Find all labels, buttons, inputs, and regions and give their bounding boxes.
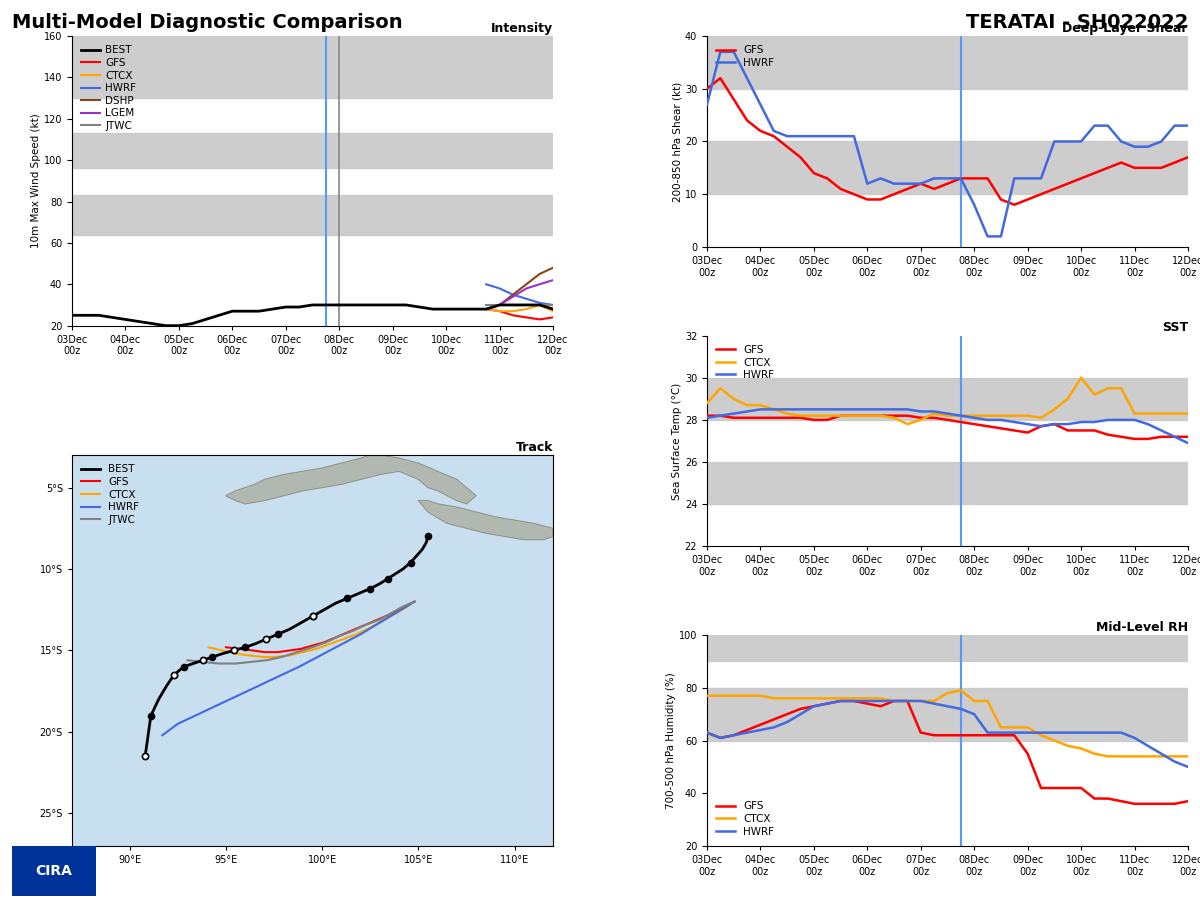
- Point: [193, 653, 212, 668]
- Polygon shape: [226, 455, 476, 504]
- Point: [419, 529, 438, 544]
- Bar: [707, 36, 1188, 89]
- Bar: [707, 462, 1188, 504]
- Point: [203, 650, 222, 664]
- Text: Intensity: Intensity: [491, 22, 553, 35]
- Point: [378, 572, 397, 586]
- Text: Deep-Layer Shear: Deep-Layer Shear: [1062, 22, 1188, 35]
- Bar: [707, 141, 1188, 194]
- Text: Mid-Level RH: Mid-Level RH: [1096, 621, 1188, 634]
- Text: TERATAI - SH022022: TERATAI - SH022022: [966, 14, 1188, 32]
- Point: [224, 644, 244, 658]
- Point: [401, 555, 420, 570]
- Legend: BEST, GFS, CTCX, HWRF, JTWC: BEST, GFS, CTCX, HWRF, JTWC: [77, 460, 144, 529]
- Bar: [707, 688, 1188, 741]
- Y-axis label: 200-850 hPa Shear (kt): 200-850 hPa Shear (kt): [672, 81, 682, 202]
- Point: [337, 591, 356, 606]
- Text: SST: SST: [1162, 321, 1188, 335]
- Point: [174, 660, 193, 674]
- Point: [257, 632, 276, 646]
- Legend: GFS, HWRF: GFS, HWRF: [712, 41, 779, 72]
- Point: [136, 749, 155, 763]
- Legend: BEST, GFS, CTCX, HWRF, DSHP, LGEM, JTWC: BEST, GFS, CTCX, HWRF, DSHP, LGEM, JTWC: [77, 41, 140, 135]
- Text: Track: Track: [516, 441, 553, 454]
- Polygon shape: [553, 659, 899, 764]
- Point: [164, 668, 184, 682]
- Text: Multi-Model Diagnostic Comparison: Multi-Model Diagnostic Comparison: [12, 14, 403, 32]
- Point: [142, 708, 161, 723]
- Bar: [72, 195, 553, 235]
- Point: [269, 627, 288, 642]
- Point: [235, 640, 254, 654]
- Legend: GFS, CTCX, HWRF: GFS, CTCX, HWRF: [712, 341, 779, 384]
- Bar: [707, 378, 1188, 420]
- Bar: [72, 36, 553, 98]
- Bar: [72, 133, 553, 168]
- Polygon shape: [419, 500, 553, 540]
- Point: [361, 581, 380, 596]
- Point: [302, 609, 322, 624]
- Y-axis label: 10m Max Wind Speed (kt): 10m Max Wind Speed (kt): [31, 113, 41, 248]
- Y-axis label: Sea Surface Temp (°C): Sea Surface Temp (°C): [672, 382, 682, 500]
- Bar: [707, 635, 1188, 662]
- Text: CIRA: CIRA: [36, 864, 72, 878]
- Y-axis label: 700-500 hPa Humidity (%): 700-500 hPa Humidity (%): [666, 672, 676, 809]
- Point: [302, 609, 322, 624]
- Legend: GFS, CTCX, HWRF: GFS, CTCX, HWRF: [712, 797, 779, 841]
